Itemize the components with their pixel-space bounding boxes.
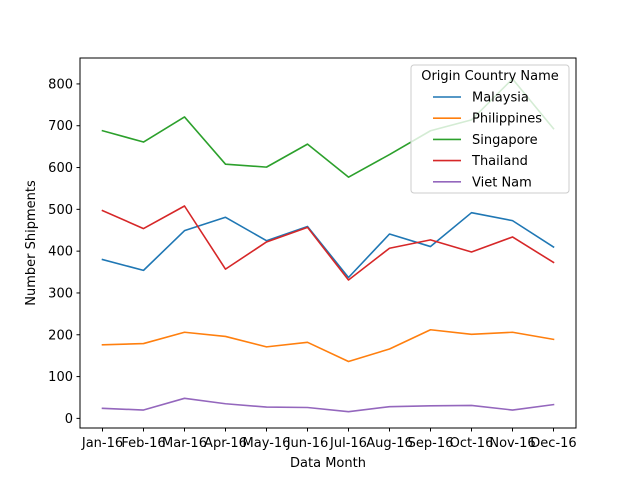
x-tick-label: Sep-16 <box>408 436 454 451</box>
x-tick-label: Jan-16 <box>81 436 123 451</box>
legend: Origin Country Name Malaysia Philippines S… <box>410 64 570 194</box>
legend-entries: Malaysia Philippines Singapore Thailand Viet… <box>433 91 542 190</box>
legend-label-philippines: Philippines <box>472 112 542 127</box>
series-line-viet-nam <box>101 397 555 413</box>
legend-title: Origin Country Name <box>421 69 559 84</box>
y-tick-label: 500 <box>48 203 73 218</box>
x-tick-label: Mar-16 <box>162 436 207 451</box>
legend-label-malaysia: Malaysia <box>472 91 529 106</box>
series-line-malaysia <box>101 211 555 279</box>
x-tick-label: May-16 <box>243 436 291 451</box>
x-tick-label: Oct-16 <box>450 436 494 451</box>
x-tick-label: Nov-16 <box>489 436 535 451</box>
y-tick-label: 100 <box>48 370 73 385</box>
y-tick-label: 700 <box>48 119 73 134</box>
y-tick-label: 800 <box>48 77 73 92</box>
y-axis-label: Number Shipments <box>24 180 39 306</box>
plot-frame <box>79 57 577 429</box>
y-tick-label: 300 <box>48 286 73 301</box>
x-tick-label: Dec-16 <box>530 436 576 451</box>
y-axis: 0 100 200 300 400 500 600 700 800 <box>48 77 80 427</box>
x-tick-label: Jun-16 <box>286 436 329 451</box>
y-tick-label: 400 <box>48 245 73 260</box>
x-tick-label: Apr-16 <box>204 436 247 451</box>
y-tick-label: 200 <box>48 328 73 343</box>
y-tick-label: 600 <box>48 161 73 176</box>
series-line-thailand <box>101 205 555 281</box>
x-tick-label: Feb-16 <box>121 436 165 451</box>
legend-box <box>410 64 570 194</box>
x-axis-label: Data Month <box>290 456 366 471</box>
series-line-philippines <box>101 328 555 363</box>
legend-label-viet-nam: Viet Nam <box>472 175 532 190</box>
x-tick-label: Aug-16 <box>366 436 413 451</box>
legend-label-thailand: Thailand <box>471 154 528 169</box>
y-tick-label: 0 <box>65 412 73 427</box>
x-tick-label: Jul-16 <box>329 436 367 451</box>
legend-label-singapore: Singapore <box>472 133 538 148</box>
